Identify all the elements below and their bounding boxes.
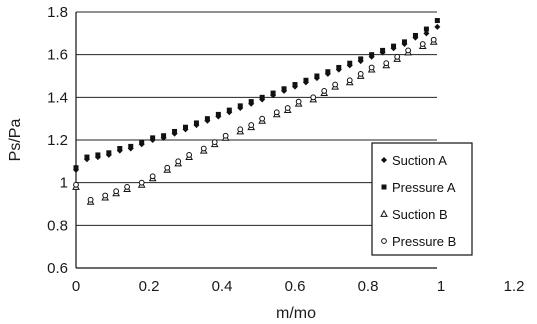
- pressure-b-point: [346, 77, 353, 84]
- pressure-a-point: [215, 111, 221, 117]
- pressure-a-point: [237, 103, 243, 109]
- pressure-b-point: [186, 152, 193, 158]
- x-tick-label: 0.2: [139, 278, 160, 295]
- x-tick-labels: 0 0.2 0.4 0.6 0.8 1 1.2: [72, 278, 525, 295]
- pressure-a-point: [204, 116, 210, 122]
- suction-a-point: [434, 23, 441, 30]
- data-points: [72, 18, 441, 205]
- pressure-a-point: [292, 82, 298, 88]
- pressure-a-point: [183, 124, 188, 130]
- legend-label-pressure-b: Pressure B: [392, 234, 456, 249]
- pressure-a-point: [106, 150, 112, 156]
- pressure-b-point: [357, 70, 364, 77]
- pressure-b-point: [321, 88, 328, 94]
- pressure-b-point: [332, 81, 339, 88]
- legend-marker-pressure-b: [381, 238, 387, 244]
- x-tick-label: 1: [437, 278, 445, 295]
- y-tick-label: 0.8: [47, 217, 68, 234]
- pressure-a-point: [150, 135, 156, 141]
- pressure-a-point: [84, 154, 90, 160]
- y-tick-label: 1: [60, 175, 68, 192]
- y-tick-labels: 0.6 0.8 1 1.2 1.4 1.6 1.8: [47, 4, 68, 277]
- pressure-a-point: [336, 64, 342, 70]
- pressure-a-point: [95, 152, 101, 158]
- pressure-a-point: [303, 77, 309, 83]
- legend-label-suction-b: Suction B: [392, 207, 448, 222]
- y-tick-label: 1.4: [47, 89, 68, 106]
- pressure-b-point: [295, 98, 302, 105]
- pressure-a-point: [369, 52, 375, 58]
- x-tick-label: 0: [72, 278, 80, 295]
- legend-marker-suction-a: [381, 157, 387, 163]
- pressure-a-point: [128, 143, 134, 149]
- pressure-a-point: [358, 56, 364, 62]
- axes: [75, 12, 437, 269]
- pressure-b-point: [87, 196, 94, 203]
- pressure-b-point: [259, 115, 266, 122]
- pressure-a-point: [423, 26, 429, 32]
- pressure-b-point: [310, 94, 317, 101]
- x-tick-label: 0.8: [358, 278, 379, 295]
- y-axis-label: Ps/Pa: [7, 119, 24, 162]
- pressure-a-point: [402, 39, 407, 45]
- pressure-a-point: [412, 32, 418, 38]
- pressure-a-point: [226, 107, 232, 113]
- pressure-a-point: [117, 146, 123, 152]
- pressure-b-point: [248, 122, 255, 128]
- pressure-a-point: [347, 60, 353, 66]
- pressure-a-point: [391, 43, 397, 49]
- pressure-b-point: [419, 41, 426, 47]
- pressure-b-point: [383, 60, 390, 67]
- pressure-b-point: [368, 64, 375, 71]
- pressure-a-point: [281, 86, 287, 92]
- pressure-b-point: [138, 179, 145, 186]
- pressure-b-point: [102, 192, 109, 199]
- pressure-b-point: [200, 145, 207, 152]
- pressure-b-point: [284, 105, 291, 111]
- pressure-a-point: [259, 94, 265, 100]
- pressure-b-point: [273, 109, 280, 116]
- pressure-b-point: [211, 139, 218, 146]
- pressure-b-point: [164, 164, 171, 171]
- pressure-a-point: [139, 139, 145, 145]
- x-tick-label: 0.6: [285, 278, 306, 295]
- pressure-a-point: [73, 165, 79, 171]
- legend-box: [371, 142, 473, 256]
- pressure-a-point: [380, 47, 386, 53]
- legend-label-suction-a: Suction A: [392, 153, 447, 168]
- legend-label-pressure-a: Pressure A: [392, 180, 456, 195]
- pressure-a-point: [248, 99, 254, 105]
- pressure-b-point: [430, 36, 437, 43]
- x-tick-label: 0.4: [212, 278, 233, 295]
- y-tick-label: 0.6: [47, 260, 68, 277]
- y-tick-label: 1.6: [47, 47, 68, 64]
- x-tick-label: 1.2: [504, 278, 525, 295]
- pressure-a-point: [193, 120, 199, 126]
- legend-marker-suction-b: [380, 209, 388, 217]
- pressure-a-point: [314, 73, 320, 79]
- y-tick-label: 1.8: [47, 4, 68, 21]
- pressure-a-point: [325, 69, 331, 75]
- pressure-b-point: [149, 173, 156, 180]
- pressure-a-point: [434, 18, 440, 24]
- pressure-b-point: [405, 47, 412, 54]
- pressure-b-point: [73, 181, 79, 188]
- pressure-a-point: [161, 133, 167, 139]
- y-tick-label: 1.2: [47, 132, 68, 149]
- pressure-b-point: [222, 132, 229, 139]
- pressure-a-point: [270, 90, 276, 96]
- legend: Suction A Pressure A Suction B Pressure B: [371, 142, 473, 256]
- pressure-b-point: [394, 53, 401, 60]
- pressure-b-point: [175, 158, 182, 165]
- pressure-b-point: [124, 184, 130, 190]
- suction-a-point: [423, 30, 430, 37]
- x-axis-label: m/mo: [276, 305, 316, 322]
- legend-marker-pressure-a: [381, 184, 387, 190]
- pressure-b-point: [237, 126, 244, 133]
- pressure-b-point: [113, 188, 120, 195]
- pressure-a-point: [172, 128, 178, 134]
